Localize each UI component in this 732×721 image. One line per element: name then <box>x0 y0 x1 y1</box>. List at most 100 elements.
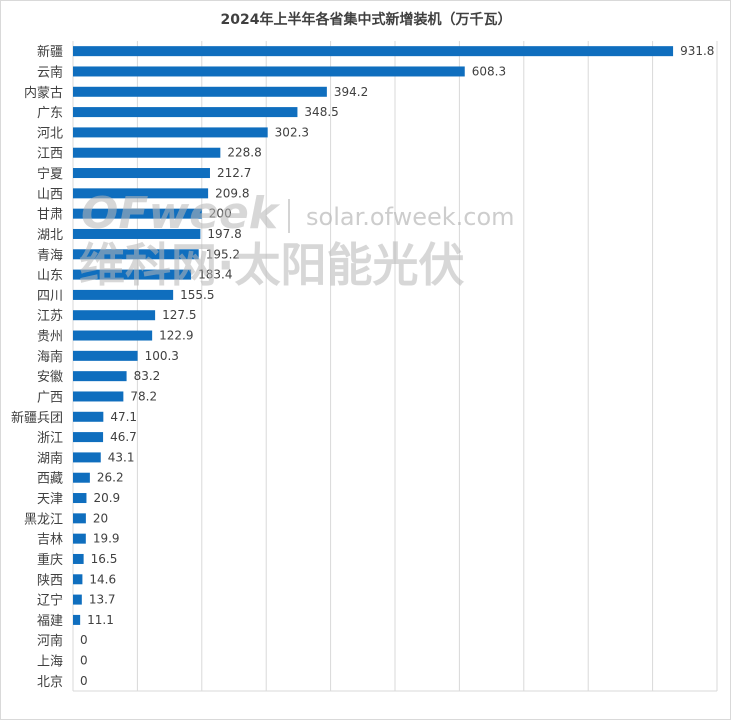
category-label: 新疆 <box>37 44 63 60</box>
value-label: 13.7 <box>89 593 116 607</box>
bar <box>73 391 124 402</box>
value-label: 19.9 <box>93 532 120 546</box>
bar <box>73 86 327 97</box>
value-label: 20.9 <box>93 491 120 505</box>
value-label: 100.3 <box>145 349 179 363</box>
category-label: 浙江 <box>37 431 63 446</box>
bar <box>73 310 156 321</box>
category-label: 新疆兵团 <box>11 410 63 426</box>
category-label: 北京 <box>37 675 63 690</box>
value-label: 348.5 <box>304 105 338 119</box>
value-label: 0 <box>80 674 88 688</box>
value-label: 83.2 <box>134 369 161 383</box>
value-label: 47.1 <box>110 410 137 424</box>
category-label: 湖南 <box>37 450 63 466</box>
value-label: 608.3 <box>472 64 506 78</box>
bar <box>73 472 90 483</box>
bar <box>73 432 104 443</box>
chart-title: 2024年上半年各省集中式新增装机（万千瓦） <box>221 11 512 28</box>
bar <box>73 371 127 382</box>
bar <box>73 269 192 280</box>
bar <box>73 594 82 605</box>
value-label: 200 <box>209 207 232 221</box>
category-label: 陕西 <box>37 573 63 588</box>
value-label: 0 <box>80 633 88 647</box>
category-label: 安徽 <box>37 370 63 385</box>
labels: 新疆 931.8 云南 608.3 内蒙古 394.2 广东 348.5 河北 302.3 江西 22… <box>11 44 714 690</box>
bar <box>73 493 87 504</box>
value-label: 302.3 <box>275 125 309 139</box>
value-label: 26.2 <box>97 471 124 485</box>
category-label: 青海 <box>37 248 63 263</box>
bar <box>73 330 153 341</box>
category-label: 天津 <box>37 492 63 507</box>
value-label: 195.2 <box>206 247 240 261</box>
bar <box>73 411 104 422</box>
value-label: 122.9 <box>159 329 193 343</box>
bar <box>73 249 199 260</box>
value-label: 127.5 <box>162 308 196 322</box>
bar <box>73 168 210 179</box>
bar <box>73 350 138 361</box>
category-label: 河南 <box>37 633 63 649</box>
bar <box>73 46 674 57</box>
category-label: 吉林 <box>37 533 63 548</box>
value-label: 0 <box>80 654 88 668</box>
category-label: 云南 <box>37 64 63 80</box>
bar <box>73 533 86 544</box>
category-label: 四川 <box>37 289 63 304</box>
category-label: 辽宁 <box>37 593 63 609</box>
category-label: 内蒙古 <box>24 85 63 101</box>
watermark-url: solar.ofweek.com <box>306 203 515 231</box>
bar <box>73 452 101 463</box>
value-label: 394.2 <box>334 85 368 99</box>
value-label: 228.8 <box>227 146 261 160</box>
bar <box>73 188 209 199</box>
category-label: 山西 <box>37 187 63 202</box>
value-label: 16.5 <box>91 552 118 566</box>
value-label: 931.8 <box>680 44 714 58</box>
watermark-logo: OFweek <box>81 188 281 239</box>
category-label: 江西 <box>37 147 63 162</box>
bar <box>73 147 221 158</box>
category-label: 贵州 <box>37 330 63 345</box>
bar <box>73 127 268 138</box>
value-label: 212.7 <box>217 166 251 180</box>
category-label: 湖北 <box>37 228 63 243</box>
bar <box>73 228 201 239</box>
bar <box>73 614 81 625</box>
value-label: 183.4 <box>198 268 232 282</box>
category-label: 甘肃 <box>37 208 63 223</box>
gridlines <box>72 41 718 692</box>
bar <box>73 513 86 524</box>
category-label: 福建 <box>37 614 63 629</box>
value-label: 46.7 <box>110 430 137 444</box>
value-label: 209.8 <box>215 186 249 200</box>
value-label: 11.1 <box>87 613 114 627</box>
value-label: 43.1 <box>108 450 135 464</box>
bar <box>73 289 174 300</box>
category-label: 广西 <box>37 390 63 405</box>
bar <box>73 574 83 585</box>
category-label: 西藏 <box>37 472 63 487</box>
category-label: 山东 <box>37 269 63 284</box>
watermark: OFweek solar.ofweek.com 维科网·太阳能光伏 <box>79 188 515 292</box>
category-label: 河北 <box>37 126 63 141</box>
bar <box>73 66 465 77</box>
category-label: 江苏 <box>37 308 63 324</box>
bar <box>73 208 202 219</box>
bars <box>73 46 674 625</box>
category-label: 重庆 <box>37 552 63 568</box>
value-label: 197.8 <box>207 227 241 241</box>
category-label: 广东 <box>37 106 63 121</box>
category-label: 宁夏 <box>37 166 63 182</box>
value-label: 20 <box>93 511 108 525</box>
category-label: 上海 <box>37 655 63 670</box>
bar <box>73 553 84 564</box>
value-label: 155.5 <box>180 288 214 302</box>
watermark-name: 维科网·太阳能光伏 <box>79 238 464 292</box>
category-label: 黑龙江 <box>24 512 63 527</box>
value-label: 14.6 <box>89 572 116 586</box>
